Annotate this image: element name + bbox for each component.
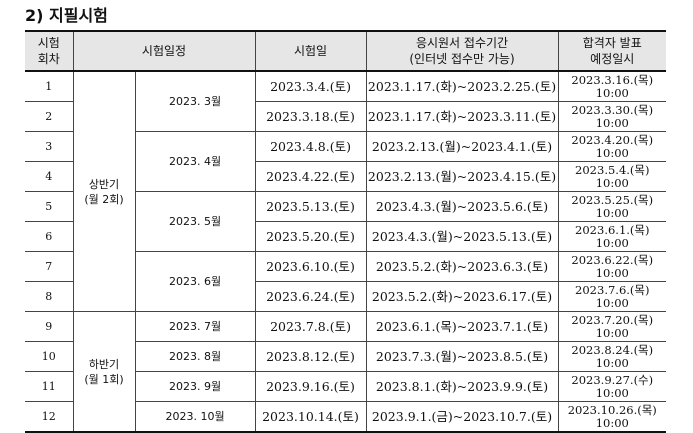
round-number: 2 [25,101,74,132]
exam-date: 2023.4.22.(토) [254,161,367,192]
round-number: 10 [25,341,74,372]
application-period: 2023.9.1.(금)~2023.10.7.(토) [365,401,559,433]
application-period: 2023.8.1.(화)~2023.9.9.(토) [365,371,559,402]
exam-date: 2023.4.8.(토) [254,131,367,162]
header-application-period: 응시원서 접수기간 (인터넷 접수만 가능) [365,30,559,72]
exam-date: 2023.8.12.(토) [254,341,367,372]
table-row: 9 하반기 (월 1회) 2023. 7월 2023.7.8.(토) 2023.6… [25,311,667,433]
month-cell: 2023. 3월 [134,70,256,132]
table-row: 5 2023. 5월 2023.5.13.(토) 2023.4.3.(월)~20… [25,191,667,252]
header-schedule: 시험일정 [72,30,256,72]
application-period: 2023.1.17.(화)~2023.2.25.(토) [365,70,559,102]
month-cell: 2023. 10월 [134,401,256,433]
round-number: 4 [25,161,74,192]
exam-date: 2023.5.20.(토) [254,221,367,252]
exam-date: 2023.5.13.(토) [254,191,367,222]
header-exam-date: 시험일 [254,30,367,72]
table-row: 8 2023.6.24.(토) 2023.5.2.(화)~2023.6.17.(… [25,281,667,312]
round-number: 9 [25,311,74,342]
month-cell: 2023. 4월 [134,131,256,192]
exam-date: 2023.3.18.(토) [254,101,367,132]
header-announcement: 합격자 발표 예정일시 [557,30,667,72]
announcement-datetime: 2023.5.25.(목) 10:00 [557,191,667,222]
application-period: 2023.7.3.(월)~2023.8.5.(토) [365,341,559,372]
announcement-datetime: 2023.6.1.(목) 10:00 [557,221,667,252]
table-row: 10 2023. 8월 2023.8.12.(토) 2023.7.3.(월)~2… [25,341,667,372]
round-number: 6 [25,221,74,252]
exam-date: 2023.6.24.(토) [254,281,367,312]
application-period: 2023.4.3.(월)~2023.5.13.(토) [365,221,559,252]
table-row: 12 2023. 10월 2023.10.14.(토) 2023.9.1.(금)… [25,401,667,433]
announcement-datetime: 2023.6.22.(목) 10:00 [557,251,667,282]
period-first-half: 상반기 (월 2회) [72,70,136,312]
announcement-datetime: 2023.5.4.(목) 10:00 [557,161,667,192]
table-row: 11 2023. 9월 2023.9.16.(토) 2023.8.1.(화)~2… [25,371,667,402]
announcement-datetime: 2023.3.16.(목) 10:00 [557,70,667,102]
header-round: 시험 회차 [25,30,74,72]
announcement-datetime: 2023.8.24.(목) 10:00 [557,341,667,372]
month-cell: 2023. 6월 [134,251,256,312]
table-header-row: 시험 회차 시험일정 시험일 응시원서 접수기간 (인터넷 접수만 가능) 합격자 … [25,30,667,72]
round-number: 3 [25,131,74,162]
round-number: 7 [25,251,74,282]
announcement-datetime: 2023.10.26.(목) 10:00 [557,401,667,433]
round-number: 8 [25,281,74,312]
announcement-datetime: 2023.9.27.(수) 10:00 [557,371,667,402]
exam-date: 2023.7.8.(토) [254,311,367,342]
round-number: 5 [25,191,74,222]
period-second-half: 하반기 (월 1회) [72,311,136,433]
application-period: 2023.1.17.(화)~2023.3.11.(토) [365,101,559,132]
round-number: 12 [25,401,74,433]
exam-schedule-table: 시험 회차 시험일정 시험일 응시원서 접수기간 (인터넷 접수만 가능) 합격자 … [25,30,667,433]
month-cell: 2023. 5월 [134,191,256,252]
month-cell: 2023. 7월 [134,311,256,342]
announcement-datetime: 2023.7.20.(목) 10:00 [557,311,667,342]
application-period: 2023.4.3.(월)~2023.5.6.(토) [365,191,559,222]
exam-date: 2023.9.16.(토) [254,371,367,402]
table-row: 1 상반기 (월 2회) 2023. 3월 2023.3.4.(토) 2023.1… [25,70,667,312]
announcement-datetime: 2023.7.6.(목) 10:00 [557,281,667,312]
application-period: 2023.2.13.(월)~2023.4.1.(토) [365,131,559,162]
application-period: 2023.5.2.(화)~2023.6.17.(토) [365,281,559,312]
exam-date: 2023.3.4.(토) [254,70,367,102]
month-cell: 2023. 8월 [134,341,256,372]
section-title: 2) 지필시험 [25,6,108,25]
round-number: 1 [25,70,74,102]
table-row: 7 2023. 6월 2023.6.10.(토) 2023.5.2.(화)~20… [25,251,667,312]
application-period: 2023.2.13.(월)~2023.4.15.(토) [365,161,559,192]
application-period: 2023.6.1.(목)~2023.7.1.(토) [365,311,559,342]
announcement-datetime: 2023.4.20.(목) 10:00 [557,131,667,162]
exam-date: 2023.10.14.(토) [254,401,367,433]
exam-date: 2023.6.10.(토) [254,251,367,282]
month-cell: 2023. 9월 [134,371,256,402]
application-period: 2023.5.2.(화)~2023.6.3.(토) [365,251,559,282]
round-number: 11 [25,371,74,402]
announcement-datetime: 2023.3.30.(목) 10:00 [557,101,667,132]
